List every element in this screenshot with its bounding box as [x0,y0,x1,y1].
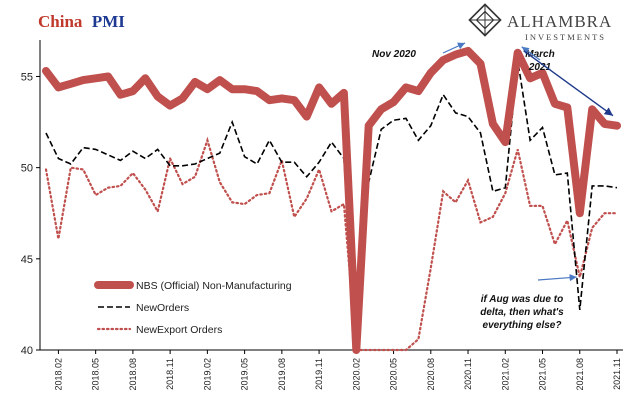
x-tick-label: 2020.08 [426,358,436,391]
y-tick-label: 55 [21,71,33,83]
series-line-1 [45,59,618,351]
x-tick-label: 2021.08 [575,358,585,391]
brand-name: ALHAMBRA [507,12,612,31]
x-tick-label: 2018.11 [165,358,175,390]
x-tick-label: 2018.05 [91,358,101,391]
brand-sub: INVESTMENTS [525,32,606,42]
legend-label-1: NewOrders [136,302,189,314]
legend-label-0: NBS (Official) Non-Manufacturing [136,280,292,292]
x-tick-label: 2020.11 [463,358,473,390]
x-tick-label: 2021.11 [612,358,622,390]
x-tick-label: 2021.05 [538,358,548,391]
x-tick-label: 2019.08 [277,358,287,391]
series-line-0 [42,46,621,354]
y-tick-label: 40 [21,345,33,357]
title-pmi: PMI [92,12,125,31]
trend-arrow [523,50,614,117]
annotation-aug-delta: if Aug was due to delta, then what's every… [480,294,564,331]
x-tick-label: 2020.05 [389,358,399,391]
alhambra-logo: ALHAMBRA INVESTMENTS [468,3,612,42]
y-tick-label: 45 [21,254,33,266]
plot-area: 40 45 50 55 2018.02 2018.05 2018.08 2018.11 2019… [21,40,623,391]
x-tick-label: 2019.11 [314,358,324,390]
x-tick-label: 2018.02 [53,358,63,391]
legend-label-2: NewExport Orders [136,324,222,336]
x-tick-label: 2019.05 [240,358,250,391]
arrow-nov-2020 [442,42,466,54]
title-china: China [38,12,83,31]
annotation-nov-2020: Nov 2020 [372,49,416,60]
y-tick-label: 50 [21,163,33,175]
alhambra-emblem-icon [468,3,502,37]
series-line-2 [44,136,619,352]
x-tick-label: 2020.02 [351,358,361,391]
annotation-march-2021: March 2021 [525,49,554,73]
arrow-march-2021 [521,46,541,61]
x-tick-label: 2021.02 [500,358,510,391]
chart-title: China PMI [38,12,125,31]
x-tick-label: 2018.08 [128,358,138,391]
arrow-aug [537,274,577,282]
x-tick-label: 2019.02 [202,358,212,391]
